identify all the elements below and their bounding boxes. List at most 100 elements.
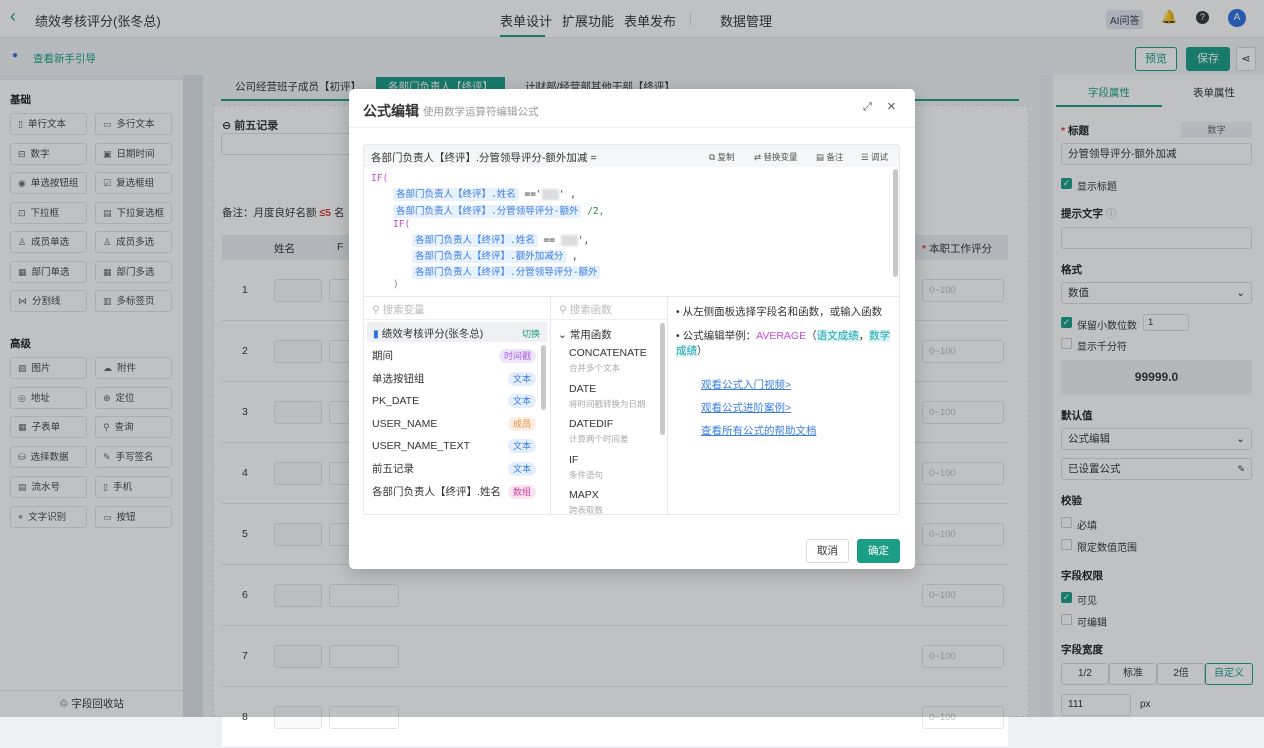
palette-item[interactable]: ♙ 成员多选 [95,231,172,253]
tab-data-management[interactable]: 数据管理 [720,14,773,29]
palette-item[interactable]: ▦ 部门单选 [10,260,87,283]
show-title-checkbox[interactable]: ✓ [1061,178,1072,189]
back-icon[interactable]: ‹ [10,6,16,26]
expand-icon[interactable]: ⤢ [863,101,872,113]
formula-set-field[interactable]: 已设置公式 ✎ [1061,458,1252,480]
function-item[interactable]: IF 条件语句 [569,453,604,480]
score-input[interactable]: 0~100 [922,340,1004,363]
function-search[interactable]: ⚲ 搜索函数 [559,304,612,316]
close-icon[interactable]: × [887,98,896,115]
palette-item[interactable]: ▭ 按钮 [95,505,172,528]
palette-item[interactable]: ▯ 手机 [95,475,172,498]
tab-field-props[interactable]: 字段属性 [1088,87,1130,99]
intro-video-link[interactable]: 观看公式入门视频> [701,379,792,391]
palette-item[interactable]: ▭ 多行文本 [95,113,172,135]
function-item[interactable]: MAPX 跨表取数 [569,489,604,515]
avatar[interactable]: A [1228,9,1246,27]
palette-item[interactable]: ▯ 单行文本 [10,113,87,135]
name-input[interactable] [274,645,322,668]
range-checkbox[interactable] [1061,539,1072,550]
function-group[interactable]: ⌄ 常用函数 [558,329,612,341]
palette-item[interactable]: ▤ 流水号 [10,475,87,498]
code-editor[interactable]: IF( 各部门负责人【终评】.姓名 =='xxx' , 各部门负责人【终评】.分… [364,167,899,297]
cancel-button[interactable]: 取消 [806,539,849,563]
function-item[interactable]: CONCATENATE 合并多个文本 [569,347,647,373]
required-checkbox[interactable] [1061,517,1072,528]
variable-item[interactable]: USER_NAME 成员 [372,413,544,435]
name-input[interactable] [274,584,322,607]
palette-item[interactable]: ⚲ 查询 [95,416,172,439]
width-input[interactable]: 111 [1061,694,1131,716]
palette-item[interactable]: ▨ 图片 [10,357,87,379]
tab-form-props[interactable]: 表单属性 [1193,87,1235,99]
score-input[interactable]: 0~100 [922,645,1004,668]
format-select[interactable]: 数值 ⌄ [1061,282,1252,304]
score-input[interactable]: 0~100 [922,523,1004,546]
variable-search[interactable]: ⚲ 搜索变量 [372,304,425,316]
palette-item[interactable]: ▦ 子表单 [10,416,87,439]
visible-checkbox[interactable]: ✓ [1061,592,1072,603]
name-input[interactable] [274,462,322,485]
form-title[interactable]: 绩效考核评分(张冬总) [35,14,161,29]
palette-item[interactable]: ▤ 下拉复选框 [95,201,172,224]
ai-qa-button[interactable]: AI问答 [1106,10,1144,29]
score-input[interactable]: 0~100 [922,279,1004,302]
replace-var-button[interactable]: ⇄ 替换变量 [754,152,798,162]
cell-input[interactable] [329,645,399,668]
preview-button[interactable]: 预览 [1135,47,1177,71]
note-button[interactable]: ▤ 备注 [816,152,844,162]
score-input[interactable]: 0~100 [922,401,1004,424]
name-input[interactable] [274,523,322,546]
palette-item[interactable]: ▣ 日期时间 [95,142,172,165]
confirm-button[interactable]: 确定 [857,539,900,563]
width-option[interactable]: 自定义 [1205,663,1253,685]
width-option[interactable]: 2倍 [1157,663,1205,685]
cell-input[interactable] [329,584,399,607]
decimals-input[interactable]: 1 [1143,314,1189,331]
palette-item[interactable]: ⊡ 下拉框 [10,201,87,224]
variable-item[interactable]: 期间 时间戳 [372,345,544,367]
name-input[interactable] [274,279,322,302]
debug-button[interactable]: ☰ 调试 [861,152,888,162]
variable-item[interactable]: 前五记录 文本 [372,458,544,480]
variable-item[interactable]: 各部门负责人【终评】.姓名 数组 [372,481,544,503]
name-input[interactable] [274,340,322,363]
tab-extensions[interactable]: 扩展功能 [562,14,615,29]
hint-input[interactable] [1061,227,1252,249]
code-scrollbar[interactable] [893,169,898,277]
score-input[interactable]: 0~100 [922,462,1004,485]
palette-item[interactable]: ⋈ 分割线 [10,290,87,312]
palette-item[interactable]: ◎ 地址 [10,386,87,409]
help-docs-link[interactable]: 查看所有公式的帮助文档 [701,425,817,437]
score-input[interactable]: 0~100 [922,584,1004,607]
advanced-cases-link[interactable]: 观看公式进阶案例> [701,402,792,414]
palette-item[interactable]: ◉ 单选按钮组 [10,172,87,194]
variable-scrollbar[interactable] [541,345,546,410]
palette-item[interactable]: ⛁ 选择数据 [10,446,87,469]
variable-item[interactable]: PK_DATE 文本 [372,390,544,412]
bell-icon[interactable]: 🔔 [1161,9,1178,24]
width-option[interactable]: 标准 [1109,663,1157,685]
palette-item[interactable]: ⊕ 定位 [95,386,172,409]
share-icon[interactable]: ⋖ [1236,47,1256,71]
tab-form-design[interactable]: 表单设计 [500,14,553,29]
variable-item[interactable]: USER_NAME_TEXT 文本 [372,435,544,457]
field-recycle-bin[interactable]: ♲ 字段回收站 [0,690,183,717]
copy-button[interactable]: ⧉ 复制 [709,152,735,162]
editable-checkbox[interactable] [1061,614,1072,625]
palette-item[interactable]: ▦ 部门多选 [95,260,172,283]
name-input[interactable] [274,401,322,424]
decimals-checkbox[interactable]: ✓ [1061,317,1072,328]
variable-item[interactable]: 单选按钮组 文本 [372,368,544,390]
function-item[interactable]: DATEDIF 计算两个时间差 [569,418,629,444]
form-tab-1[interactable]: 公司经营班子成员【初评】 [235,81,361,93]
thousands-checkbox[interactable] [1061,338,1072,349]
function-scrollbar[interactable] [660,323,665,435]
width-option[interactable]: 1/2 [1061,663,1109,685]
title-input[interactable]: 分管领导评分-额外加减 [1061,143,1252,165]
palette-item[interactable]: ⌖ 文字识别 [10,505,87,528]
help-icon[interactable]: ? [1196,11,1209,24]
guide-link[interactable]: 查看新手引导 [33,53,96,65]
palette-item[interactable]: ▥ 多标签页 [95,290,172,312]
palette-item[interactable]: ☑ 复选框组 [95,172,172,194]
